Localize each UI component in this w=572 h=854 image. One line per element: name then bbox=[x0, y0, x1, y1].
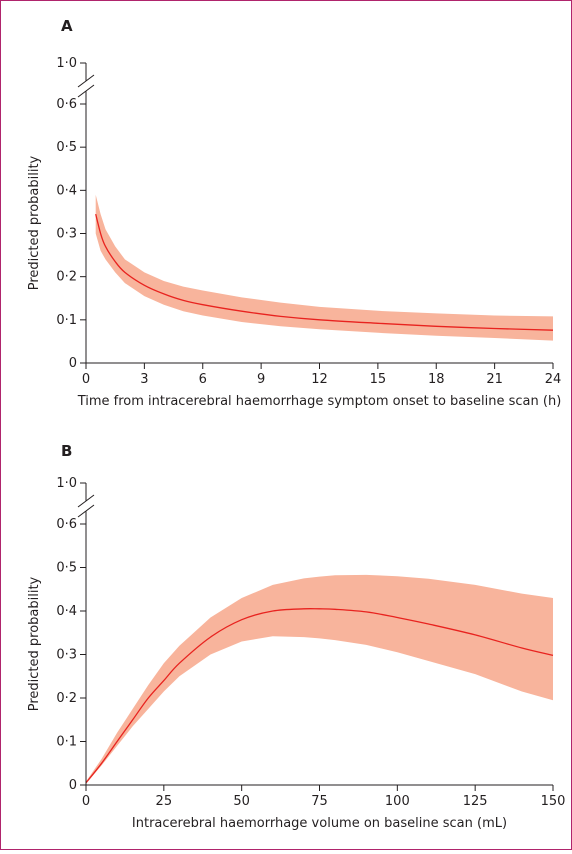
y-tick-label: 0·6 bbox=[56, 517, 77, 532]
y-tick-label-top: 1·0 bbox=[56, 56, 77, 71]
axis-break-mark bbox=[77, 84, 95, 98]
x-tick-label: 150 bbox=[541, 794, 566, 809]
x-tick-label: 12 bbox=[311, 372, 328, 387]
y-tick-label: 0·2 bbox=[56, 270, 77, 285]
y-tick-label: 0·4 bbox=[56, 604, 77, 619]
axis-break-mark bbox=[77, 504, 95, 518]
panel-label: B bbox=[61, 442, 72, 460]
x-tick-label: 25 bbox=[156, 794, 173, 809]
y-tick-label: 0·3 bbox=[56, 648, 77, 663]
y-tick-label-top: 1·0 bbox=[56, 476, 77, 491]
y-tick-label: 0 bbox=[69, 778, 77, 793]
confidence-band bbox=[95, 194, 553, 341]
x-tick-label: 18 bbox=[428, 372, 445, 387]
x-tick-label: 125 bbox=[463, 794, 488, 809]
x-tick-label: 6 bbox=[199, 372, 207, 387]
x-tick-label: 0 bbox=[82, 794, 90, 809]
y-tick-label: 0 bbox=[69, 356, 77, 371]
y-axis-title: Predicted probability bbox=[27, 155, 42, 290]
x-tick-label: 24 bbox=[545, 372, 562, 387]
axis-break-mark bbox=[77, 74, 95, 88]
x-tick-label: 50 bbox=[233, 794, 250, 809]
y-tick-label: 0·3 bbox=[56, 227, 77, 242]
panel-label: A bbox=[61, 17, 73, 35]
x-tick-label: 21 bbox=[486, 372, 503, 387]
x-tick-label: 0 bbox=[82, 372, 90, 387]
x-tick-label: 75 bbox=[311, 794, 328, 809]
x-axis-title: Time from intracerebral haemorrhage symp… bbox=[77, 394, 562, 409]
y-tick-label: 0·5 bbox=[56, 561, 77, 576]
y-tick-label: 0·5 bbox=[56, 140, 77, 155]
estimate-line bbox=[95, 213, 554, 331]
y-axis-title: Predicted probability bbox=[27, 576, 42, 711]
y-tick-label: 0·1 bbox=[56, 735, 77, 750]
estimate-line bbox=[85, 608, 554, 784]
x-tick-label: 9 bbox=[257, 372, 265, 387]
y-tick-label: 0·4 bbox=[56, 183, 77, 198]
confidence-band bbox=[86, 574, 553, 784]
y-tick-label: 0·1 bbox=[56, 313, 77, 328]
axis-break-mark bbox=[77, 494, 95, 508]
x-tick-label: 100 bbox=[385, 794, 410, 809]
x-axis-title: Intracerebral haemorrhage volume on base… bbox=[132, 816, 507, 831]
y-tick-label: 0·2 bbox=[56, 691, 77, 706]
y-tick-label: 0·6 bbox=[56, 97, 77, 112]
x-tick-label: 15 bbox=[370, 372, 387, 387]
x-tick-label: 3 bbox=[140, 372, 148, 387]
